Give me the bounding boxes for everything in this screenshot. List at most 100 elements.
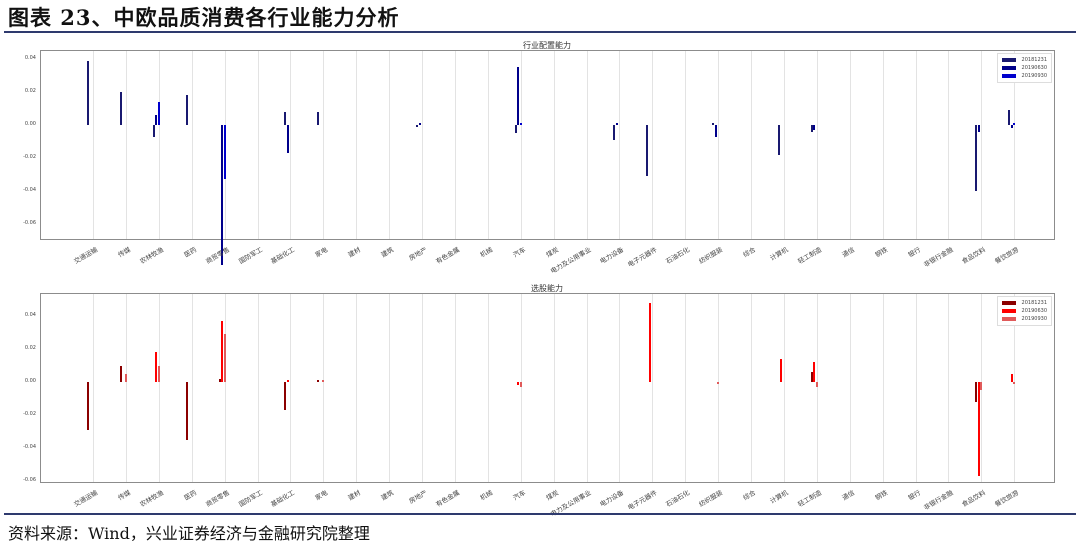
legend-label: 20190930 (1021, 316, 1047, 322)
gridline (948, 294, 950, 482)
gridline (158, 51, 160, 239)
x-tick-label: 建筑 (379, 488, 396, 503)
gridline (520, 294, 522, 482)
x-tick-label: 有色金属 (434, 488, 461, 509)
legend-item: 20181231 (1001, 56, 1047, 64)
x-tick-label: 家电 (314, 488, 330, 503)
gridline (816, 51, 818, 239)
gridline (751, 51, 752, 239)
x-tick-label: 传媒 (116, 488, 132, 503)
bar-20190630 (286, 380, 289, 382)
x-tick-label: 电力设备 (598, 488, 626, 509)
gridline (158, 294, 160, 482)
x-tick-label: 轻工制造 (796, 488, 823, 509)
gridline (487, 51, 489, 239)
gridline (520, 51, 522, 239)
legend-label: 20190630 (1021, 308, 1047, 314)
source-note: 资料来源：Wind，兴业证券经济与金融研究院整理 (8, 524, 370, 543)
bar-20190930 (717, 382, 720, 384)
gridline (454, 51, 456, 239)
y-tick-label: -0.04 (23, 444, 36, 450)
gridline (323, 294, 325, 482)
bar-20190930 (1013, 382, 1016, 384)
bar-20181231 (712, 123, 715, 125)
x-tick-label: 通信 (840, 488, 856, 503)
chart-title: 行业配置能力 (523, 41, 571, 50)
x-tick-label: 餐饮旅游 (993, 488, 1021, 509)
bar-20181231 (87, 60, 89, 125)
gridline (882, 51, 884, 239)
y-tick-label: 0.02 (24, 345, 36, 351)
gridline (718, 294, 720, 482)
footer-rule (4, 513, 1076, 515)
bar-20190930 (223, 125, 226, 180)
bar-20181231 (218, 378, 221, 382)
bar-20190630 (517, 67, 520, 125)
figure-title: 图表 23、中欧品质消费各行业能力分析 (8, 5, 400, 30)
x-tick-label: 银行 (906, 488, 922, 503)
bar-20181231 (119, 365, 122, 382)
bar-20190930 (519, 123, 522, 125)
x-tick-label: 商贸零售 (204, 488, 231, 509)
x-tick-label: 建材 (346, 488, 363, 503)
bar-20190930 (519, 382, 522, 387)
bar-20181231 (975, 125, 978, 191)
gridline (652, 51, 654, 239)
gridline (125, 51, 127, 239)
y-tick-label: -0.02 (23, 411, 36, 417)
gridline (1014, 294, 1016, 482)
bar-20181231 (87, 382, 89, 430)
x-tick-label: 汽车 (511, 488, 527, 503)
gridline (783, 294, 785, 482)
legend-item: 20181231 (1001, 299, 1047, 307)
legend-swatch (1001, 74, 1016, 78)
x-tick-label: 机械 (478, 488, 494, 503)
x-tick-label: 石油石化 (664, 488, 692, 509)
legend-swatch (1001, 66, 1016, 70)
bar-20181231 (613, 125, 616, 140)
gridline (915, 294, 917, 482)
x-tick-label: 钢铁 (873, 488, 889, 503)
legend-swatch (1001, 301, 1016, 305)
bar-20190630 (1010, 125, 1013, 129)
bar-20190630 (714, 125, 717, 137)
bar-20190630 (517, 382, 520, 386)
y-tick-label: -0.06 (23, 220, 36, 226)
bar-20190630 (615, 123, 618, 125)
legend-label: 20190930 (1021, 73, 1047, 79)
bar-20190630 (155, 115, 158, 125)
legend-label: 20181231 (1021, 300, 1047, 306)
legend-swatch (1001, 58, 1016, 62)
bar-20190930 (815, 382, 818, 387)
y-tick-label: -0.02 (23, 154, 36, 160)
y-tick-label: 0.00 (24, 378, 36, 384)
bar-20190630 (813, 125, 816, 130)
gridline (290, 51, 292, 239)
gridline (487, 294, 489, 482)
legend-item: 20190930 (1001, 72, 1047, 80)
bar-20190630 (1010, 373, 1013, 382)
gridline (783, 51, 785, 239)
chart-title: 选股能力 (531, 284, 563, 293)
bar-20190630 (221, 125, 224, 266)
gridline (356, 51, 358, 239)
x-tick-label: 纺织服装 (697, 488, 725, 509)
x-tick-label: 食品饮料 (960, 488, 988, 509)
gridline (619, 294, 621, 482)
gridline (389, 51, 391, 239)
legend-item: 20190630 (1001, 64, 1047, 72)
legend-swatch (1001, 317, 1016, 321)
gridline (553, 51, 555, 239)
gridline (849, 294, 851, 482)
bar-20181231 (777, 125, 780, 155)
gridline (191, 51, 193, 239)
x-tick-label: 基础化工 (269, 488, 297, 509)
gridline (422, 294, 423, 482)
gridline (652, 294, 654, 482)
x-tick-label: 国防军工 (236, 488, 264, 509)
y-tick-label: 0.00 (24, 121, 36, 127)
bar-20190930 (157, 365, 160, 382)
chart-legend: 20181231 20190630 20190930 (996, 296, 1052, 326)
bar-20190630 (977, 382, 980, 477)
legend-label: 20181231 (1021, 57, 1047, 63)
